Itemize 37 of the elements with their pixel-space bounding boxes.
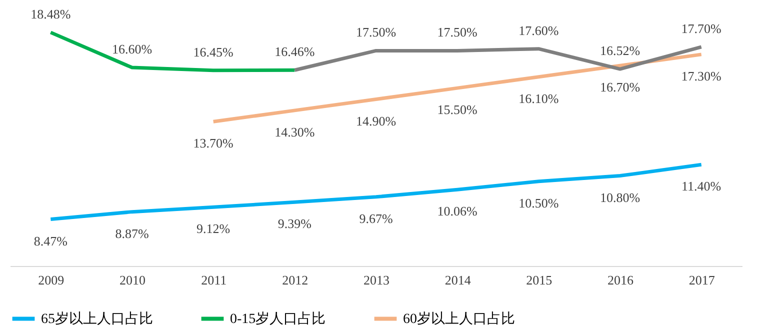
data-label: 17.30% bbox=[681, 68, 722, 84]
legend-label: 65岁以上人口占比 bbox=[41, 310, 153, 327]
data-label: 16.52% bbox=[600, 43, 640, 58]
data-label: 10.80% bbox=[600, 190, 640, 205]
data-label: 15.50% bbox=[437, 102, 478, 118]
data-label: 14.30% bbox=[274, 124, 315, 140]
data-label: 14.90% bbox=[356, 113, 396, 128]
data-label: 16.10% bbox=[518, 90, 559, 106]
data-label: 10.06% bbox=[437, 204, 478, 219]
data-label: 16.70% bbox=[600, 80, 640, 95]
x-tick-label: 2012 bbox=[282, 272, 308, 288]
x-tick-label: 2011 bbox=[201, 272, 227, 288]
data-label: 17.50% bbox=[356, 24, 396, 40]
data-label: 11.40% bbox=[682, 178, 722, 194]
data-label: 18.48% bbox=[30, 6, 71, 22]
data-label: 8.87% bbox=[115, 226, 149, 241]
data-label: 8.47% bbox=[34, 233, 68, 248]
data-label: 17.60% bbox=[518, 22, 559, 38]
x-tick-label: 2014 bbox=[444, 272, 472, 288]
legend-label: 60岁以上人口占比 bbox=[403, 310, 515, 327]
data-label: 17.70% bbox=[681, 20, 722, 36]
legend-label: 0-15岁人口占比 bbox=[230, 310, 326, 327]
data-label: 16.45% bbox=[193, 44, 234, 60]
x-tick-label: 2010 bbox=[120, 272, 146, 288]
data-label: 17.50% bbox=[437, 24, 478, 40]
data-label: 13.70% bbox=[193, 136, 234, 151]
x-tick-label: 2015 bbox=[526, 272, 552, 288]
x-tick-label: 2009 bbox=[38, 272, 64, 288]
data-label: 9.39% bbox=[278, 216, 312, 232]
data-label: 9.12% bbox=[196, 221, 230, 236]
data-label: 9.67% bbox=[359, 210, 393, 226]
x-tick-label: 2013 bbox=[364, 272, 390, 288]
data-label: 16.46% bbox=[274, 44, 315, 60]
data-label: 16.60% bbox=[112, 42, 152, 57]
x-tick-label: 2016 bbox=[608, 272, 634, 288]
data-label: 10.50% bbox=[518, 195, 559, 210]
x-tick-label: 2017 bbox=[688, 272, 716, 288]
